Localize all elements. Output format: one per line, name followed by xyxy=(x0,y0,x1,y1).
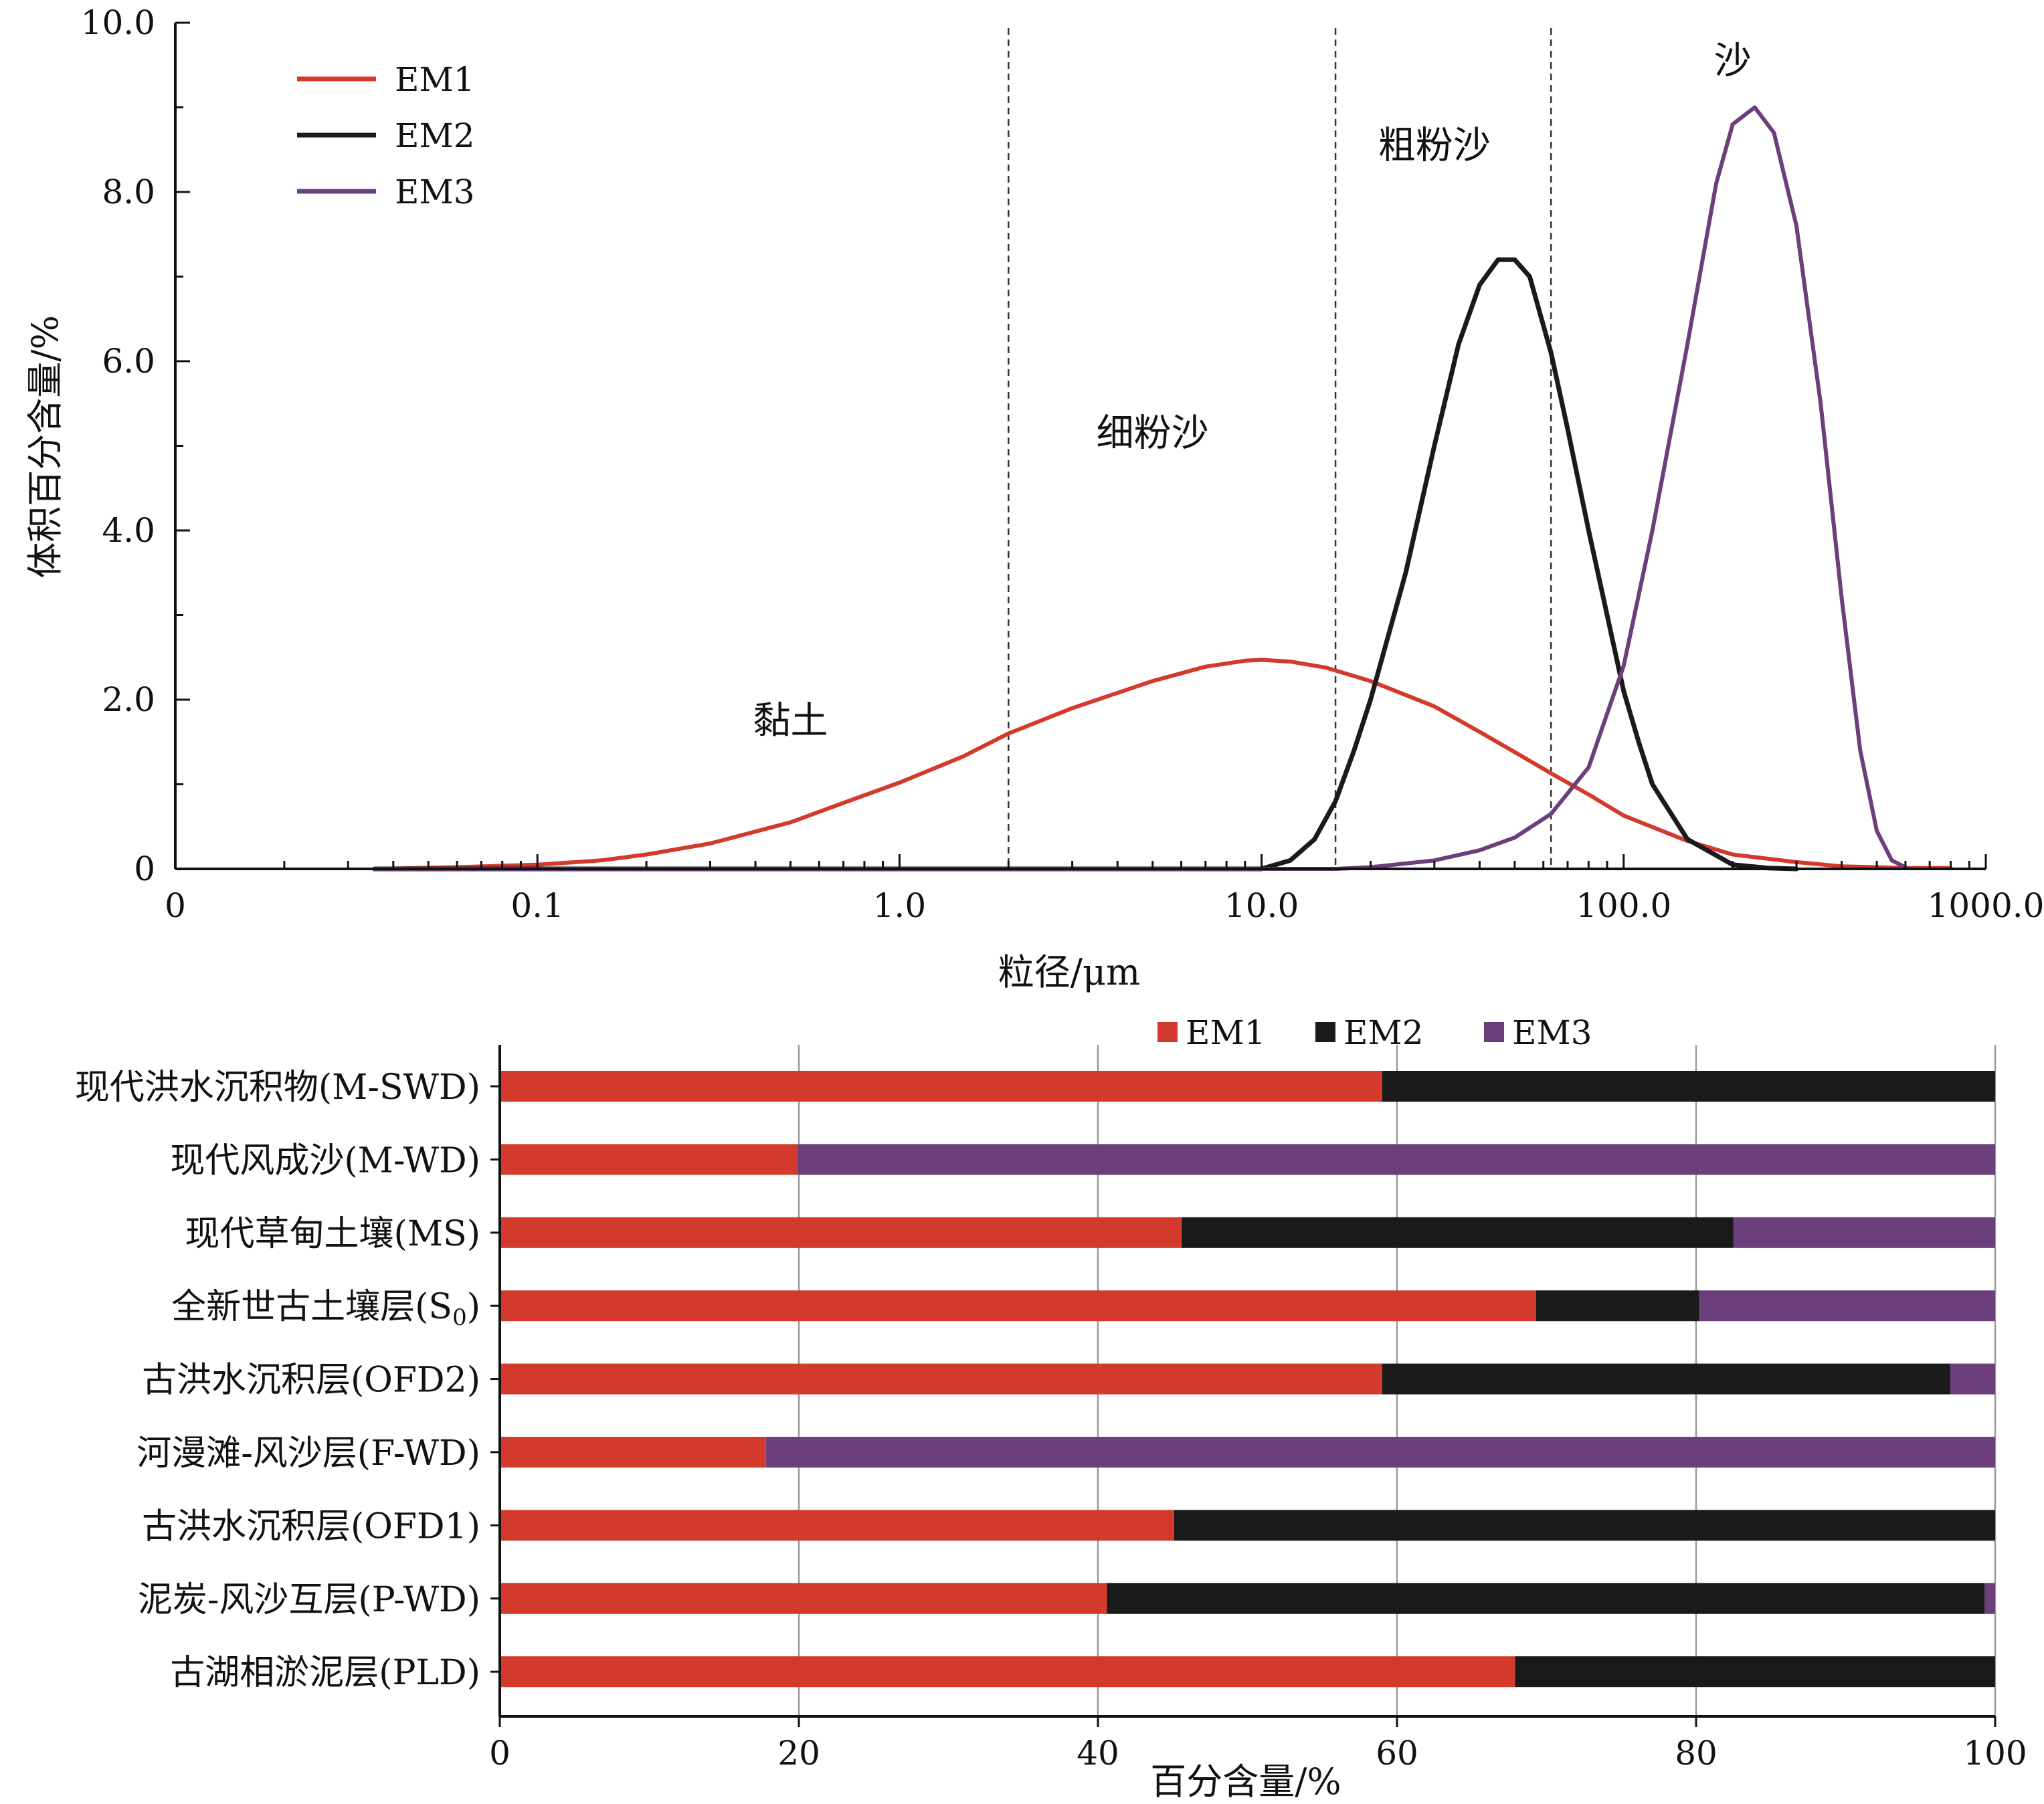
bar-segment-em3 xyxy=(765,1437,1995,1468)
bar-segment-em1 xyxy=(500,1363,1382,1395)
x-tick-label: 0.1 xyxy=(510,886,564,925)
x-tick-label: 100.0 xyxy=(1576,886,1671,925)
bar-segment-em1 xyxy=(500,1656,1515,1688)
series-line-em2 xyxy=(372,257,1799,872)
bar-segment-em1 xyxy=(500,1071,1382,1102)
bar-segment-em3 xyxy=(797,1144,1995,1175)
category-label: 古洪水沉积层(OFD2) xyxy=(142,1361,480,1401)
bar-segment-em1 xyxy=(500,1437,766,1468)
x-tick-label: 10.0 xyxy=(1224,886,1299,925)
bar-segment-em1 xyxy=(500,1290,1536,1322)
category-label: 河漫滩-风沙层(F-WD) xyxy=(136,1433,480,1474)
category-label: 古湖相淤泥层(PLD) xyxy=(170,1653,480,1693)
zone-label: 细粉沙 xyxy=(1097,412,1209,456)
bar-segment-em1 xyxy=(500,1217,1182,1248)
y-tick-label: 10.0 xyxy=(81,3,155,42)
category-label: 现代洪水沉积物(M-SWD) xyxy=(75,1068,480,1108)
x-tick-label: 1.0 xyxy=(873,886,927,925)
category-label: 现代风成沙(M-WD) xyxy=(170,1140,480,1181)
category-label: 泥炭-风沙互层(P-WD) xyxy=(138,1580,480,1620)
y-tick-label: 6.0 xyxy=(102,342,155,381)
bar-segment-em1 xyxy=(500,1583,1107,1614)
y-axis-label: 体积百分含量/% xyxy=(24,315,66,579)
x-axis-label: 粒径/μm xyxy=(998,951,1141,993)
end-member-composition-chart: 0 20 40 60 80 100 现代洪水沉积物(M-SWD) 现代风成沙(M-WD) 现代… xyxy=(75,1013,2027,1803)
legend-label-em2: EM2 xyxy=(395,116,475,155)
legend-swatch-em1 xyxy=(1157,1022,1178,1042)
series-line-em1 xyxy=(372,658,1953,871)
legend-swatch-em3 xyxy=(1484,1022,1504,1042)
legend-label-em1: EM1 xyxy=(395,60,475,99)
x-tick-label: 20 xyxy=(777,1734,820,1773)
zone-label: 粗粉沙 xyxy=(1378,124,1491,167)
x-tick-label: 0 xyxy=(165,886,186,925)
zone-label: 黏土 xyxy=(753,700,828,743)
y-tick-label: 0 xyxy=(134,849,155,888)
legend-label-em3: EM3 xyxy=(1512,1013,1592,1052)
category-label: 古洪水沉积层(OFD1) xyxy=(142,1506,480,1546)
legend-label-em1: EM1 xyxy=(1186,1013,1266,1052)
category-label: 全新世古土壤层(S0) xyxy=(171,1287,480,1331)
y-tick-label: 4.0 xyxy=(102,511,155,550)
bar-segment-em1 xyxy=(500,1144,798,1175)
x-axis-label: 百分含量/% xyxy=(1150,1761,1341,1803)
x-tick-label: 60 xyxy=(1376,1734,1418,1773)
bar-segment-em2 xyxy=(1182,1217,1734,1248)
bar-segment-em3 xyxy=(1733,1217,1995,1248)
grain-size-distribution-chart: 0 0.1 1.0 10.0 100.0 1000.0 0 2.0 4.0 6.0 8.0 10.0… xyxy=(24,3,2044,993)
bar-segment-em2 xyxy=(1107,1583,1985,1614)
y-tick-label: 2.0 xyxy=(102,680,155,719)
bar-segment-em3 xyxy=(1950,1363,1995,1395)
bar-segment-em2 xyxy=(1536,1290,1699,1322)
bar-segment-em2 xyxy=(1382,1071,1995,1102)
x-tick-label: 80 xyxy=(1675,1734,1717,1773)
zone-label: 沙 xyxy=(1714,39,1752,83)
bar-segment-em2 xyxy=(1174,1510,1995,1541)
legend-swatch-em2 xyxy=(1315,1022,1335,1042)
bar-segment-em3 xyxy=(1699,1290,1995,1322)
y-tick-label: 8.0 xyxy=(102,173,155,211)
legend-label-em2: EM2 xyxy=(1343,1013,1424,1052)
bar-segment-em2 xyxy=(1515,1656,1995,1688)
x-tick-label: 100 xyxy=(1963,1734,2027,1773)
bar-segment-em2 xyxy=(1382,1363,1950,1395)
x-tick-label: 0 xyxy=(489,1734,510,1773)
bar-segment-em1 xyxy=(500,1510,1174,1541)
legend-label-em3: EM3 xyxy=(395,173,475,211)
bar-segment-em3 xyxy=(1984,1583,1995,1614)
series-line-em3 xyxy=(372,105,1908,871)
x-tick-label: 1000.0 xyxy=(1928,886,2044,925)
category-label: 现代草甸土壤(MS) xyxy=(185,1214,480,1254)
x-tick-label: 40 xyxy=(1077,1734,1119,1773)
